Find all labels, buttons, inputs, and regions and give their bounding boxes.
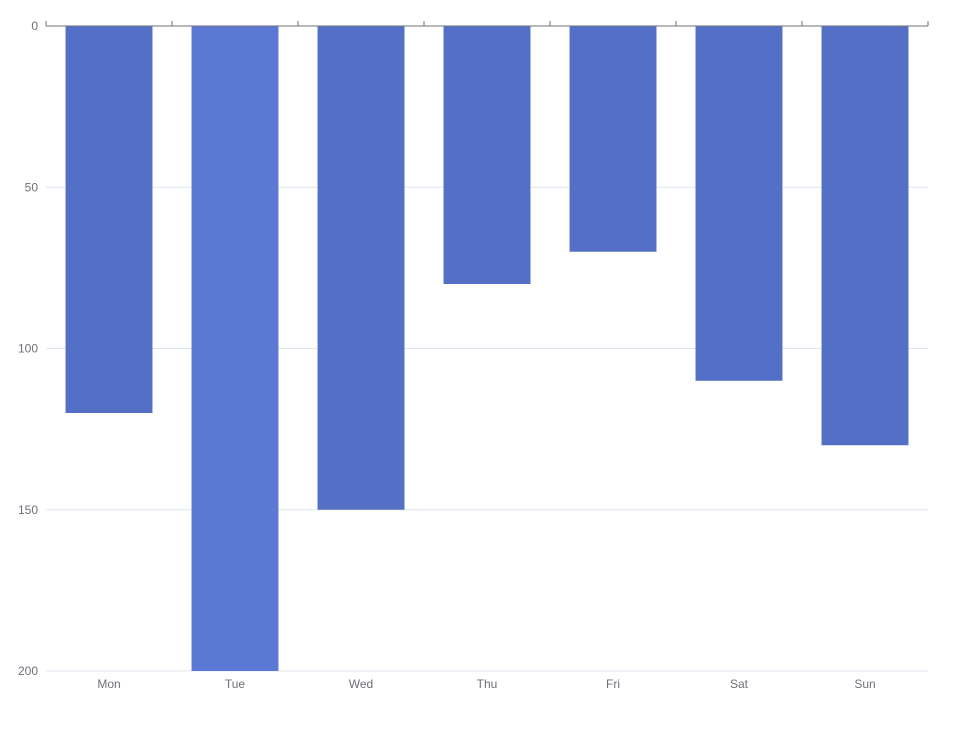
x-tick-label: Thu: [477, 677, 498, 691]
x-tick-label: Sat: [730, 677, 749, 691]
axes: 0 50 100 150 200 Mon Tue Wed Thu Fri Sat Sun: [18, 19, 929, 691]
y-tick-label: 150: [18, 503, 38, 517]
y-tick-label: 100: [18, 342, 38, 356]
x-tick-label: Wed: [349, 677, 373, 691]
bar-sun[interactable]: [821, 26, 909, 446]
y-tick-label: 50: [25, 180, 39, 194]
bar-series: [65, 26, 909, 671]
bar-mon[interactable]: [65, 26, 153, 413]
bar-sat[interactable]: [695, 26, 783, 381]
y-tick-label: 0: [31, 19, 38, 33]
x-tick-label: Tue: [225, 677, 246, 691]
bar-tue[interactable]: [191, 26, 279, 671]
y-tick-label: 200: [18, 664, 38, 678]
bar-fri[interactable]: [569, 26, 657, 252]
bar-wed[interactable]: [317, 26, 405, 510]
x-tick-label: Sun: [854, 677, 875, 691]
x-tick-label: Mon: [97, 677, 120, 691]
bar-thu[interactable]: [443, 26, 531, 284]
x-tick-label: Fri: [606, 677, 620, 691]
